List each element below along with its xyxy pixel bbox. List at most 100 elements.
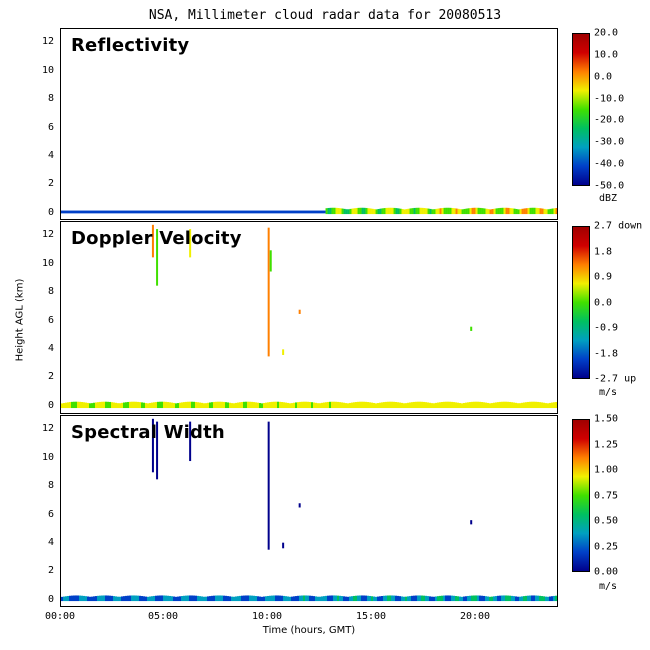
near-surface-echo-cell xyxy=(167,595,169,602)
near-surface-echo-cell xyxy=(329,401,331,409)
near-surface-echo-cell xyxy=(425,208,428,215)
near-surface-echo-cell xyxy=(63,403,65,409)
near-surface-echo-cell xyxy=(411,595,413,602)
near-surface-echo-cell xyxy=(125,402,127,409)
colorbar-tick: 0.0 xyxy=(594,71,613,83)
y-tick: 6 xyxy=(47,508,54,520)
near-surface-echo-cell xyxy=(535,207,538,215)
near-surface-echo-cell xyxy=(313,402,315,409)
near-surface-echo-cell xyxy=(523,402,525,409)
near-surface-echo-cell xyxy=(173,596,175,602)
near-surface-echo-cell xyxy=(209,596,211,602)
near-surface-echo-cell xyxy=(199,596,201,602)
near-surface-echo-cell xyxy=(193,401,195,409)
near-surface-echo-cell xyxy=(421,207,424,215)
near-surface-echo-cell xyxy=(221,401,223,409)
near-surface-echo-cell xyxy=(427,402,429,409)
near-surface-echo-cell xyxy=(195,401,197,409)
near-surface-echo-cell xyxy=(439,208,442,215)
near-surface-echo-cell xyxy=(149,596,151,602)
near-surface-echo-cell xyxy=(371,208,374,215)
near-surface-echo-cell xyxy=(471,207,474,215)
near-surface-echo-cell xyxy=(315,402,317,409)
near-surface-echo-cell xyxy=(177,596,179,602)
near-surface-echo-cell xyxy=(245,595,247,602)
near-surface-echo-cell xyxy=(123,596,125,602)
near-surface-echo-cell xyxy=(381,402,383,409)
colorbar-tick: 0.00 xyxy=(594,566,619,578)
near-surface-echo-cell xyxy=(263,402,265,409)
near-surface-echo-cell xyxy=(261,596,263,602)
near-surface-echo-cell xyxy=(447,401,449,409)
near-surface-echo-cell xyxy=(419,595,421,602)
near-surface-echo-cell xyxy=(295,596,297,602)
near-surface-echo-cell xyxy=(399,208,402,215)
near-surface-echo-cell xyxy=(397,595,399,602)
near-surface-echo-cell xyxy=(391,401,393,409)
near-surface-echo-cell xyxy=(507,595,509,602)
near-surface-echo-cell xyxy=(461,209,464,215)
near-surface-echo-cell xyxy=(407,208,410,215)
near-surface-echo-cell xyxy=(443,595,445,602)
near-surface-echo-cell xyxy=(147,403,149,409)
near-surface-echo-cell xyxy=(469,208,472,215)
near-surface-echo-cell xyxy=(407,596,409,602)
near-surface-echo-cell xyxy=(541,402,543,409)
near-surface-echo-cell xyxy=(381,596,383,602)
y-tick: 0 xyxy=(47,593,54,605)
near-surface-echo-cell xyxy=(401,209,404,215)
near-surface-echo-cell xyxy=(165,595,167,602)
near-surface-echo-cell xyxy=(107,595,109,602)
near-surface-echo-cell xyxy=(297,402,299,409)
near-surface-echo-cell xyxy=(329,595,331,602)
near-surface-echo-cell xyxy=(519,596,521,602)
near-surface-echo-cell xyxy=(323,596,325,602)
sparse-return xyxy=(470,326,473,331)
near-surface-echo-cell xyxy=(439,402,441,409)
near-surface-echo-cell xyxy=(499,401,501,409)
near-surface-echo-cell xyxy=(295,402,297,409)
near-surface-echo-cell xyxy=(311,595,313,602)
near-surface-echo-cell xyxy=(125,595,127,602)
near-surface-echo-cell xyxy=(535,401,537,409)
near-surface-echo-cell xyxy=(305,401,307,409)
near-surface-echo-cell xyxy=(331,595,333,602)
near-surface-echo-cell xyxy=(227,402,229,409)
near-surface-echo-cell xyxy=(461,403,463,409)
near-surface-echo-cell xyxy=(353,595,355,602)
near-surface-echo-cell xyxy=(333,595,335,602)
near-surface-echo-cell xyxy=(537,401,539,409)
near-surface-echo-cell xyxy=(399,402,401,409)
near-surface-echo-cell xyxy=(489,403,491,409)
near-surface-echo-cell xyxy=(81,595,83,602)
near-surface-echo-cell xyxy=(73,401,75,409)
near-surface-echo-cell xyxy=(267,402,269,409)
near-surface-echo-cell xyxy=(351,596,353,602)
y-tick: 2 xyxy=(47,371,54,383)
spectral-width-colorbar xyxy=(572,419,590,572)
near-surface-echo-cell xyxy=(425,402,427,409)
near-surface-echo-cell xyxy=(533,207,536,215)
near-surface-echo-cell xyxy=(431,403,433,409)
near-surface-echo-cell xyxy=(441,401,443,409)
x-axis-label: Time (hours, GMT) xyxy=(262,625,356,636)
near-surface-echo-cell xyxy=(251,401,253,409)
near-surface-echo-cell xyxy=(385,401,387,409)
near-surface-echo-cell xyxy=(197,402,199,409)
near-surface-echo-cell xyxy=(385,595,387,602)
near-surface-echo-cell xyxy=(455,402,457,409)
near-surface-echo-cell xyxy=(369,595,371,602)
near-surface-echo-cell xyxy=(109,401,111,409)
near-surface-echo-cell xyxy=(487,596,489,602)
near-surface-echo-cell xyxy=(191,595,193,602)
near-surface-echo-cell xyxy=(203,403,205,409)
near-surface-echo-cell xyxy=(453,402,455,409)
near-surface-echo-cell xyxy=(551,402,553,409)
near-surface-echo-cell xyxy=(467,208,470,215)
near-surface-echo-cell xyxy=(505,401,507,409)
near-surface-echo-cell xyxy=(393,207,396,215)
near-surface-echo-cell xyxy=(245,401,247,409)
near-surface-echo-cell xyxy=(335,207,338,215)
near-surface-echo-cell xyxy=(541,208,544,215)
near-surface-echo-cell xyxy=(205,403,207,409)
